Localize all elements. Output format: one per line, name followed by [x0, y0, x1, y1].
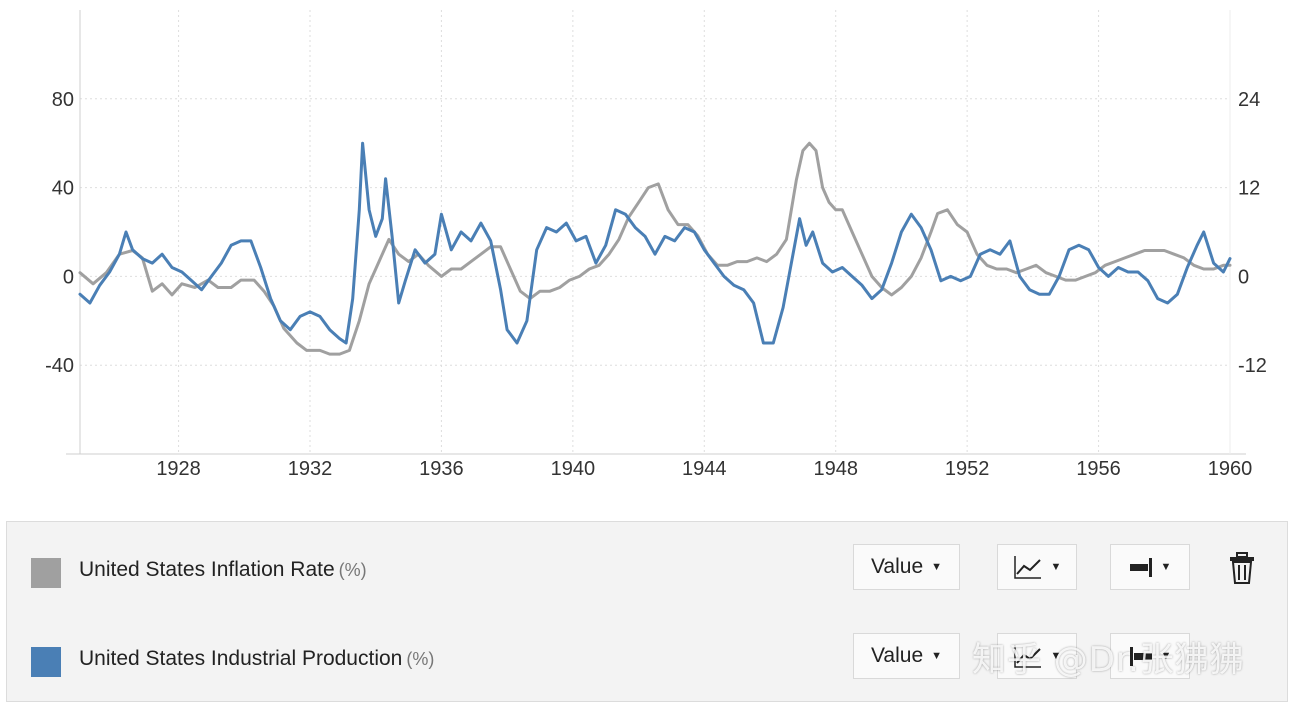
- inflation-series-label: United States Inflation Rate (%): [79, 558, 367, 582]
- inflation-value-label: Value: [870, 555, 924, 578]
- inflation-series-unit: (%): [338, 560, 367, 580]
- chevron-down-icon: ▼: [1050, 650, 1062, 662]
- x-tick-label: 1932: [288, 458, 333, 480]
- chevron-down-icon: ▼: [1050, 561, 1062, 573]
- x-tick-label: 1952: [945, 458, 990, 480]
- inflation-rate-line: [78, 141, 1232, 356]
- right-tick-label: 24: [1238, 89, 1260, 111]
- legend-row-industrial-production: United States Industrial Production (%) V…: [7, 629, 1287, 689]
- right-tick-label: 12: [1238, 178, 1260, 200]
- x-tick-label: 1944: [682, 458, 727, 480]
- left-tick-label: 40: [52, 178, 74, 200]
- chevron-down-icon: ▼: [1160, 650, 1172, 662]
- grid: [80, 10, 1231, 454]
- line-chart-icon: [1013, 645, 1041, 668]
- chevron-down-icon: ▼: [931, 650, 943, 662]
- left-tick-label: 80: [52, 89, 74, 111]
- axes: 80 24 40 12 0 0 -40 -12 1928 1932 1936 1940 1944 1948…: [45, 10, 1267, 480]
- line-chart-icon: [1013, 556, 1041, 579]
- industrial-production-series-name: United States Industrial Production: [79, 647, 403, 670]
- series-lines: [78, 141, 1232, 356]
- legend-panel: United States Inflation Rate (%) Value ▼ …: [6, 521, 1288, 702]
- right-tick-label: -12: [1238, 355, 1267, 377]
- industrial-production-chart-type-dropdown[interactable]: ▼: [997, 633, 1077, 679]
- x-tick-label: 1960: [1208, 458, 1253, 480]
- inflation-value-dropdown[interactable]: Value ▼: [853, 544, 960, 590]
- left-tick-label: -40: [45, 355, 74, 377]
- industrial-production-value-dropdown[interactable]: Value ▼: [853, 633, 960, 679]
- x-tick-label: 1948: [813, 458, 858, 480]
- inflation-color-swatch[interactable]: [31, 558, 61, 588]
- x-tick-label: 1956: [1076, 458, 1121, 480]
- industrial-production-series-label: United States Industrial Production (%): [79, 647, 434, 671]
- industrial-production-line: [78, 141, 1232, 345]
- industrial-production-value-label: Value: [870, 644, 924, 667]
- chevron-down-icon: ▼: [1160, 561, 1172, 573]
- chevron-down-icon: ▼: [931, 561, 943, 573]
- industrial-production-axis-dropdown[interactable]: ▼: [1110, 633, 1190, 679]
- legend-row-inflation: United States Inflation Rate (%) Value ▼ …: [7, 540, 1287, 600]
- industrial-production-series-unit: (%): [406, 649, 435, 669]
- inflation-chart-type-dropdown[interactable]: ▼: [997, 544, 1077, 590]
- trash-icon[interactable]: [1229, 552, 1255, 584]
- x-tick-label: 1936: [419, 458, 464, 480]
- left-axis-icon: [1129, 647, 1152, 666]
- industrial-production-color-swatch[interactable]: [31, 647, 61, 677]
- line-chart: 80 24 40 12 0 0 -40 -12 1928 1932 1936 1940 1944 1948…: [45, 10, 1267, 480]
- right-tick-label: 0: [1238, 266, 1249, 288]
- inflation-series-name: United States Inflation Rate: [79, 558, 335, 581]
- x-tick-label: 1940: [551, 458, 596, 480]
- inflation-axis-dropdown[interactable]: ▼: [1110, 544, 1190, 590]
- right-axis-icon: [1129, 558, 1152, 577]
- left-tick-label: 0: [63, 266, 74, 288]
- x-tick-label: 1928: [156, 458, 201, 480]
